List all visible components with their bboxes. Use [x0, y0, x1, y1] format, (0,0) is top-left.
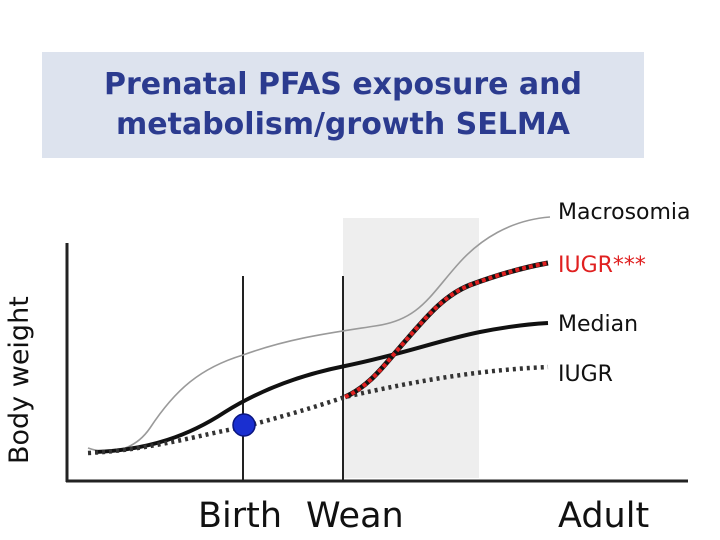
- iugr-label: IUGR: [558, 362, 613, 387]
- x-label-adult: Adult: [558, 496, 650, 536]
- title-box: Prenatal PFAS exposure and metabolism/gr…: [42, 52, 644, 158]
- x-label-birth: Birth: [198, 496, 283, 536]
- title-line-2: metabolism/growth SELMA: [116, 107, 570, 142]
- median-curve: [94, 321, 549, 454]
- title-line-1: Prenatal PFAS exposure and: [103, 67, 582, 102]
- macrosomia-label: Macrosomia: [558, 200, 691, 225]
- iugr-curve: [87, 364, 549, 456]
- x-label-wean: Wean: [306, 496, 404, 536]
- median-label: Median: [558, 312, 639, 337]
- iugr-catchup-curve: [344, 261, 549, 399]
- iugr-catchup-label: IUGR***: [558, 253, 646, 278]
- birth-point-marker: [232, 413, 256, 437]
- macrosomia-curve: [87, 216, 551, 453]
